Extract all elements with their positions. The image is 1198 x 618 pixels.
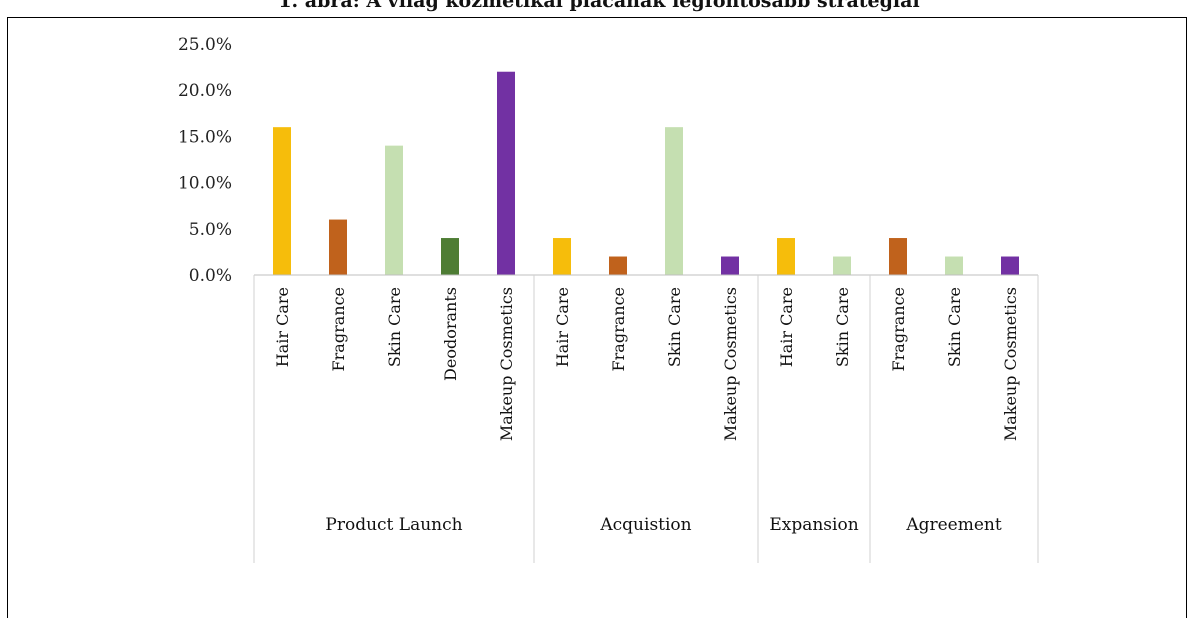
bar [329, 219, 347, 275]
category-label: Deodorants [441, 287, 460, 381]
y-tick-label: 0.0% [189, 266, 232, 286]
bar [721, 256, 739, 275]
group-label: Expansion [769, 515, 858, 535]
bars [273, 71, 1019, 275]
bar [553, 238, 571, 275]
category-label: Skin Care [833, 287, 852, 367]
category-label: Fragrance [889, 287, 908, 371]
category-label: Skin Care [945, 287, 964, 367]
x-axis: Hair Care Fragrance Skin Care Deodorants Mak… [253, 274, 1039, 563]
bar-chart: 0.0% 5.0% 10.0% 15.0% 20.0% 25.0% Hair Care Fr… [178, 35, 1039, 563]
y-axis: 0.0% 5.0% 10.0% 15.0% 20.0% 25.0% [178, 35, 232, 286]
bar [385, 145, 403, 275]
y-tick-label: 20.0% [178, 81, 232, 101]
bar [665, 127, 683, 275]
bar [441, 238, 459, 275]
group-label: Agreement [905, 515, 1002, 535]
bar [609, 256, 627, 275]
y-tick-label: 25.0% [178, 35, 232, 55]
category-label: Hair Care [777, 287, 796, 367]
category-label: Skin Care [665, 287, 684, 367]
bar [833, 256, 851, 275]
bar [889, 238, 907, 275]
bar [777, 238, 795, 275]
group-label: Acquistion [599, 515, 691, 535]
bar [497, 71, 515, 275]
category-label: Makeup Cosmetics [721, 287, 740, 441]
category-label: Skin Care [385, 287, 404, 367]
y-tick-label: 5.0% [189, 220, 232, 240]
category-label: Hair Care [273, 287, 292, 367]
category-label: Fragrance [609, 287, 628, 371]
category-label: Makeup Cosmetics [1001, 287, 1020, 441]
y-tick-label: 10.0% [178, 174, 232, 194]
category-label: Makeup Cosmetics [497, 287, 516, 441]
bar [945, 256, 963, 275]
bar [1001, 256, 1019, 275]
category-label: Hair Care [553, 287, 572, 367]
chart-title: 1. ábra: A világ kozmetikai piacának leg… [278, 0, 920, 12]
bar [273, 127, 291, 275]
category-label: Fragrance [329, 287, 348, 371]
chart-frame [7, 17, 1187, 618]
group-label: Product Launch [325, 515, 462, 535]
y-tick-label: 15.0% [178, 127, 232, 147]
